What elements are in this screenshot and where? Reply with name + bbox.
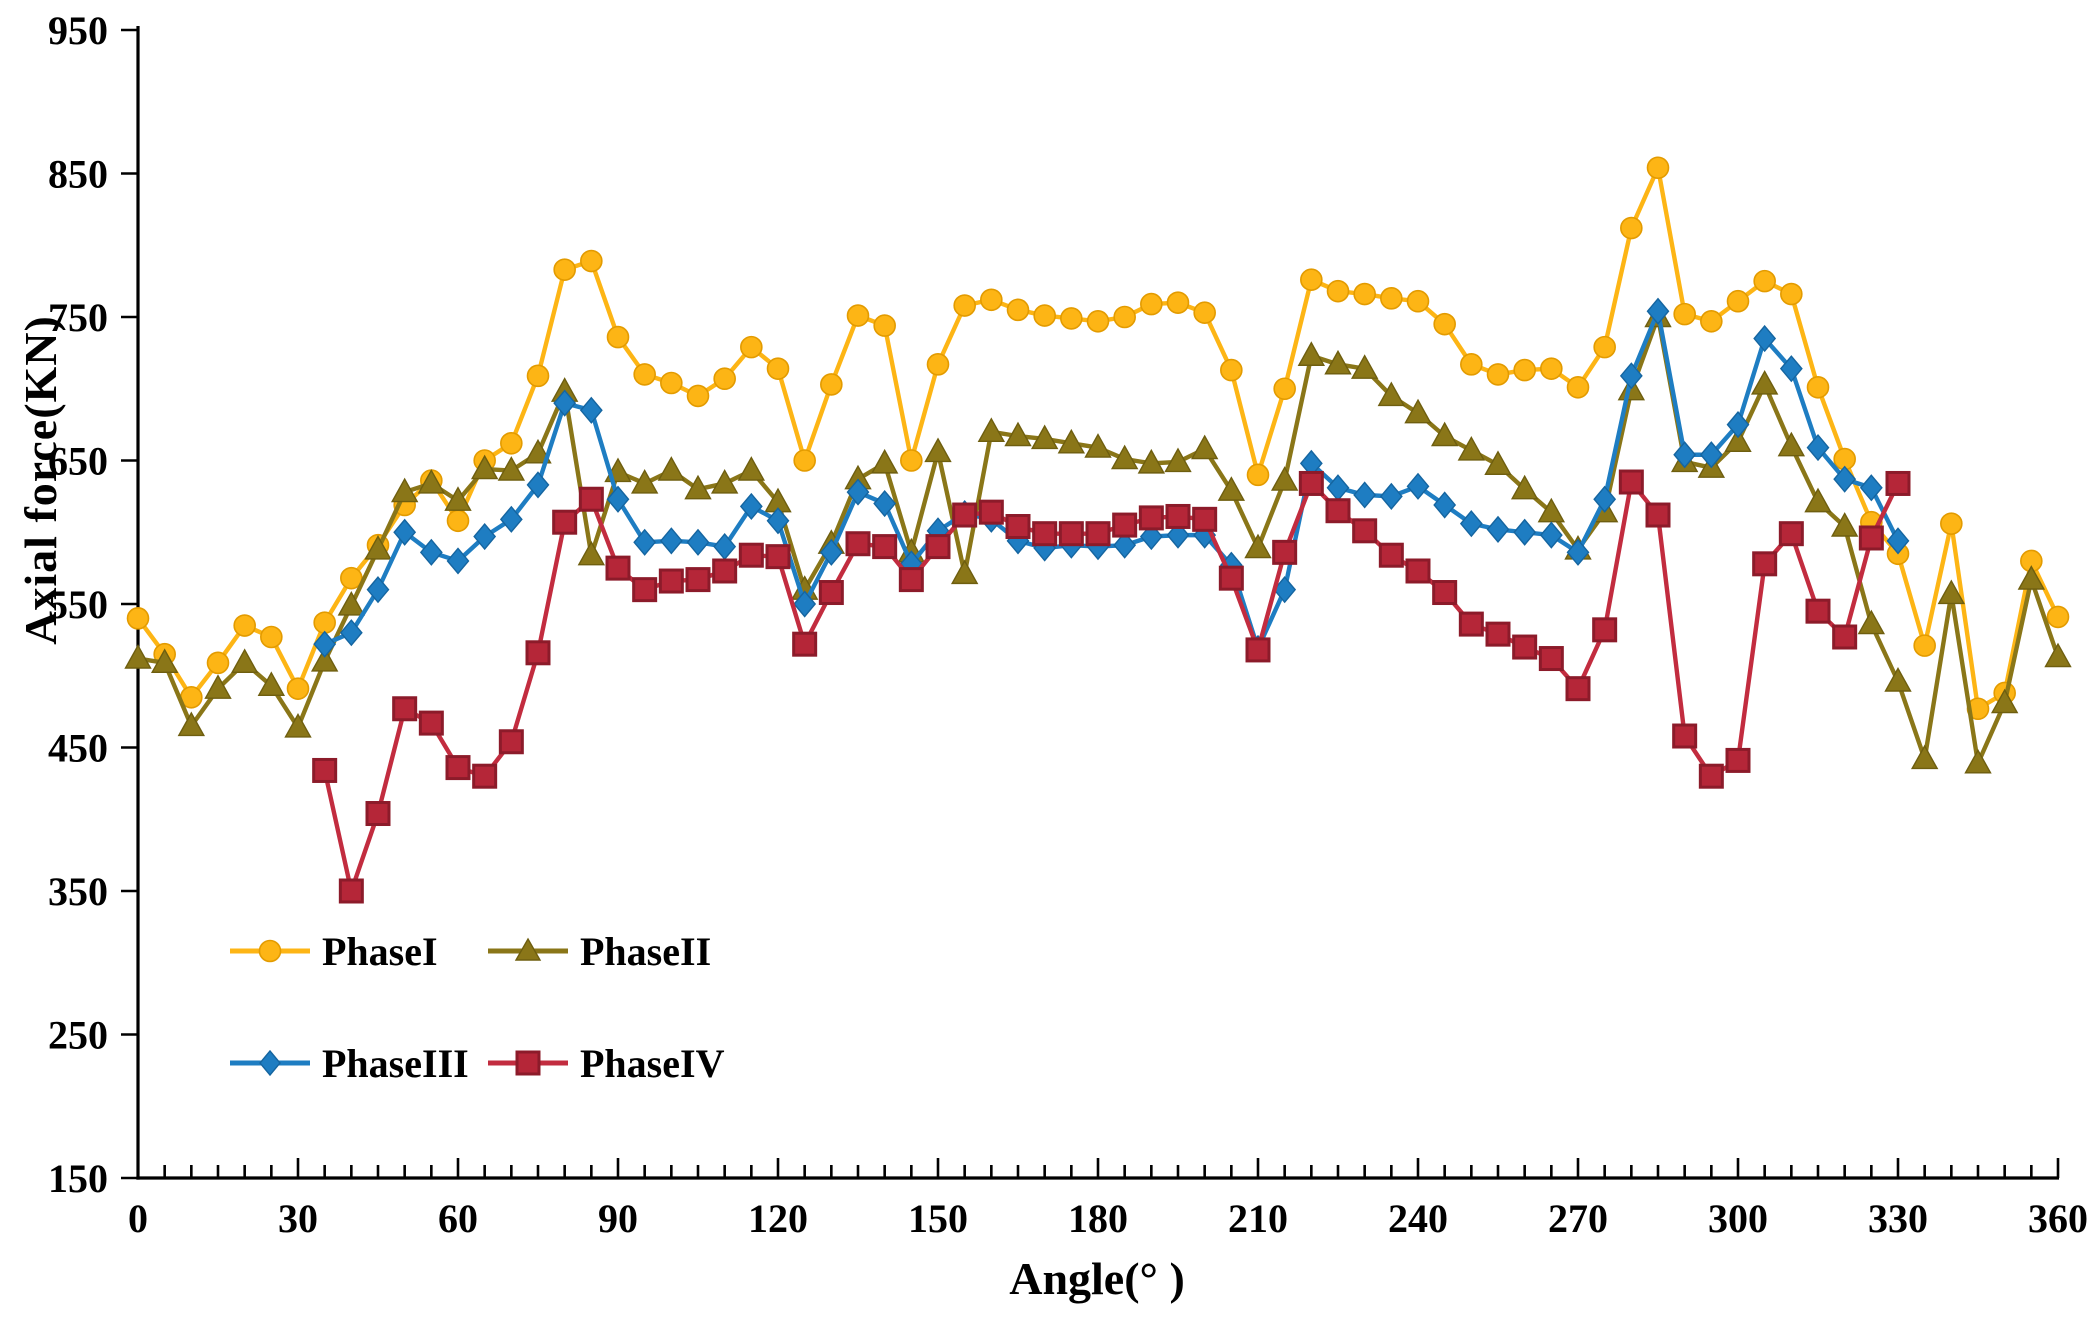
y-tick-label: 550: [48, 582, 108, 627]
x-tick-label: 240: [1388, 1196, 1448, 1241]
legend-item-phase3: PhaseIII: [228, 1040, 486, 1086]
x-tick-label: 0: [128, 1196, 148, 1241]
legend-item-phase1: PhaseI: [228, 928, 486, 974]
x-axis-title: Angle(° ): [1009, 1253, 1185, 1304]
x-tick-label: 30: [278, 1196, 318, 1241]
y-tick-label: 950: [48, 8, 108, 53]
tick-labels: 150 250 350 450 550 650 750 850 950 0 30 60 90 120 150…: [48, 8, 2088, 1241]
legend-label: PhaseI: [322, 928, 438, 974]
series-phaseii: [124, 302, 2072, 774]
legend-label: PhaseII: [580, 928, 712, 974]
y-tick-label: 450: [48, 726, 108, 771]
x-tick-label: 270: [1548, 1196, 1608, 1241]
series-phaseiii-line: [322, 309, 1901, 651]
y-tick-label: 150: [48, 1156, 108, 1201]
legend-item-phase4: PhaseIV: [486, 1040, 724, 1086]
x-tick-label: 330: [1868, 1196, 1928, 1241]
x-tick-label: 60: [438, 1196, 478, 1241]
x-tick-label: 120: [748, 1196, 808, 1241]
y-tick-label: 250: [48, 1013, 108, 1058]
phase2-triangle-icon: [488, 937, 568, 961]
legend-label: PhaseIII: [322, 1040, 469, 1086]
legend-label: PhaseIV: [580, 1040, 725, 1086]
x-tick-label: 180: [1068, 1196, 1128, 1241]
x-tick-label: 210: [1228, 1196, 1288, 1241]
y-tick-label: 350: [48, 869, 108, 914]
legend: PhaseI PhaseII PhaseIII PhaseIV: [228, 928, 724, 1086]
y-tick-label: 650: [48, 439, 108, 484]
series-phaseiii: [313, 297, 1910, 663]
legend-item-phase2: PhaseII: [486, 928, 724, 974]
axis-ticks: [121, 28, 2060, 1180]
y-tick-label: 750: [48, 295, 108, 340]
series-phaseiv: [312, 469, 1911, 904]
x-tick-label: 150: [908, 1196, 968, 1241]
series-phaseiv-line: [322, 479, 1901, 894]
y-axis-title: Axial force(KN): [15, 315, 66, 645]
x-tick-label: 90: [598, 1196, 638, 1241]
y-tick-label: 850: [48, 152, 108, 197]
phase4-square-icon: [488, 1050, 568, 1076]
x-tick-label: 300: [1708, 1196, 1768, 1241]
x-tick-label: 360: [2028, 1196, 2088, 1241]
phase3-diamond-icon: [230, 1049, 310, 1077]
phase1-circle-icon: [230, 939, 310, 963]
